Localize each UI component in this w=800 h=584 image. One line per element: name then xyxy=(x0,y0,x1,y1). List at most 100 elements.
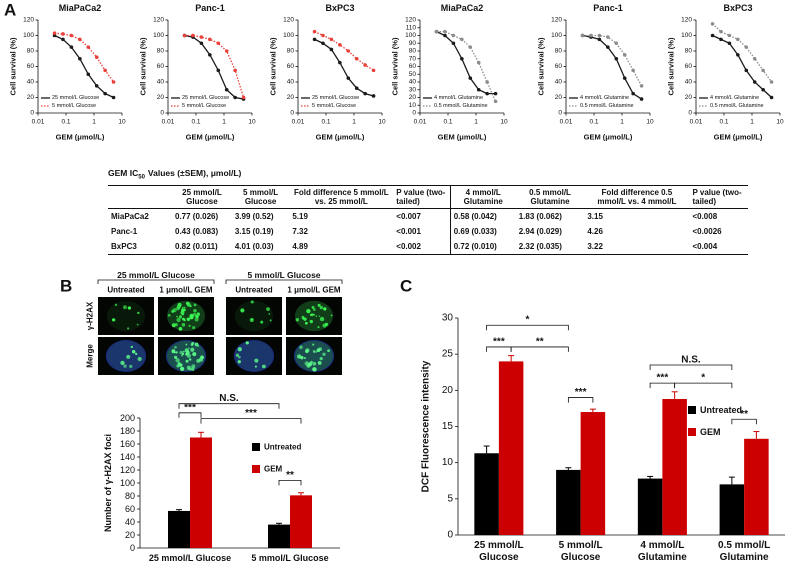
y-tick-label: 90 xyxy=(409,40,417,47)
row-label: γ-H2AX xyxy=(86,301,95,330)
legend-label: Untreated xyxy=(264,443,301,452)
table-cell: 5.19 xyxy=(292,211,308,221)
y-tick-label: 0 xyxy=(447,530,453,541)
legend-label: 4 mmol/L Glutamine xyxy=(434,95,483,101)
significance-label: ** xyxy=(536,336,544,347)
legend-label: 0.5 mmol/L Glutamine xyxy=(710,103,764,109)
data-point xyxy=(614,56,619,61)
micrograph xyxy=(226,337,282,375)
table-cell: 2.32 (0.035) xyxy=(515,238,585,255)
foci xyxy=(238,355,241,359)
foci xyxy=(183,306,186,309)
table-header-cell: P value (two-tailed) xyxy=(393,184,451,209)
y-axis-label: Cell survival (%) xyxy=(139,37,148,95)
table-row: BxPC3 0.82 (0.011) 4.01 (0.03) 4.89 <0.002 0.… xyxy=(108,238,748,255)
data-point xyxy=(233,68,237,73)
foci xyxy=(185,343,188,346)
x-tick-label: 0.01 xyxy=(414,119,427,126)
foci xyxy=(130,345,134,349)
foci xyxy=(268,313,271,315)
foci xyxy=(177,363,182,368)
y-tick-label: 120 xyxy=(551,17,562,24)
table-cell: <0.0026 xyxy=(692,226,722,236)
data-point xyxy=(69,45,74,49)
foci xyxy=(114,303,118,307)
foci xyxy=(312,367,317,372)
data-point xyxy=(329,37,334,42)
foci xyxy=(180,366,185,372)
bar xyxy=(268,524,290,548)
y-tick-label: 20 xyxy=(157,94,165,101)
y-tick-label: 80 xyxy=(27,48,35,55)
data-point xyxy=(710,33,715,38)
foci xyxy=(192,352,197,357)
x-tick-label: 0.01 xyxy=(690,119,703,126)
data-point xyxy=(752,80,757,84)
foci xyxy=(176,304,182,309)
y-tick-label: 60 xyxy=(555,63,563,70)
micrograph xyxy=(286,337,342,375)
foci xyxy=(319,356,323,361)
data-point xyxy=(61,32,65,36)
error-bar xyxy=(728,476,735,485)
nucleus-glow xyxy=(234,300,274,332)
table-cell: 0.43 (0.083) xyxy=(175,226,219,236)
foci xyxy=(127,306,132,310)
x-axis-label: GEM (μmol/L) xyxy=(584,133,633,142)
data-point xyxy=(744,68,749,73)
series-line xyxy=(436,30,497,102)
x-tick-label: 1 xyxy=(352,119,356,126)
data-point xyxy=(199,35,204,39)
foci xyxy=(304,321,308,325)
foci xyxy=(200,355,204,360)
x-tick-label: 0.1 xyxy=(61,119,70,126)
data-point xyxy=(485,91,489,96)
series-line xyxy=(314,31,374,71)
data-point xyxy=(241,95,246,100)
table-cell: <0.004 xyxy=(689,238,748,255)
chart-title: MiaPaCa2 xyxy=(441,3,484,13)
foci xyxy=(181,308,185,312)
table-cell: 0.58 (0.042) xyxy=(449,208,516,224)
y-tick-label: 70 xyxy=(409,55,417,62)
foci xyxy=(188,358,192,361)
foci xyxy=(181,307,184,309)
y-tick-label: 30 xyxy=(442,313,454,324)
significance-bracket xyxy=(674,382,733,389)
y-tick-label: 140 xyxy=(120,452,135,462)
table-cell: 3.15 xyxy=(587,211,603,221)
x-tick-label: 0.01 xyxy=(560,119,573,126)
foci xyxy=(318,315,321,318)
foci xyxy=(131,349,136,354)
table-cell: 0.82 (0.011) xyxy=(172,238,232,255)
foci xyxy=(319,316,325,322)
data-point xyxy=(69,33,74,38)
nucleus-glow xyxy=(294,300,334,332)
data-point xyxy=(761,87,765,92)
foci xyxy=(180,310,185,315)
significance-bracket xyxy=(649,382,676,389)
table-cell: <0.001 xyxy=(396,226,421,236)
foci xyxy=(316,348,321,353)
micrograph-background xyxy=(226,297,282,335)
data-point xyxy=(769,80,774,84)
table-title-subscript: 50 xyxy=(138,174,145,181)
x-tick-label: 4 mmol/L Glutamine xyxy=(637,540,687,563)
y-tick-label: 20 xyxy=(442,385,454,396)
data-point xyxy=(208,53,212,57)
foci xyxy=(129,364,133,369)
data-point xyxy=(476,87,481,92)
y-tick-label: 0 xyxy=(412,110,416,117)
bar xyxy=(556,469,581,535)
table-cell: MiaPaCa2 xyxy=(111,211,149,221)
foci xyxy=(137,311,140,315)
foci xyxy=(303,357,306,360)
foci xyxy=(189,315,194,320)
data-point xyxy=(589,33,593,38)
significance-label: N.S. xyxy=(681,355,701,366)
table-title-text: GEM IC xyxy=(108,168,139,178)
nucleus-dapi xyxy=(233,340,275,372)
series-line xyxy=(184,34,244,100)
bar xyxy=(168,510,190,548)
legend-label: 25 mmol/L Glucose xyxy=(312,95,359,101)
